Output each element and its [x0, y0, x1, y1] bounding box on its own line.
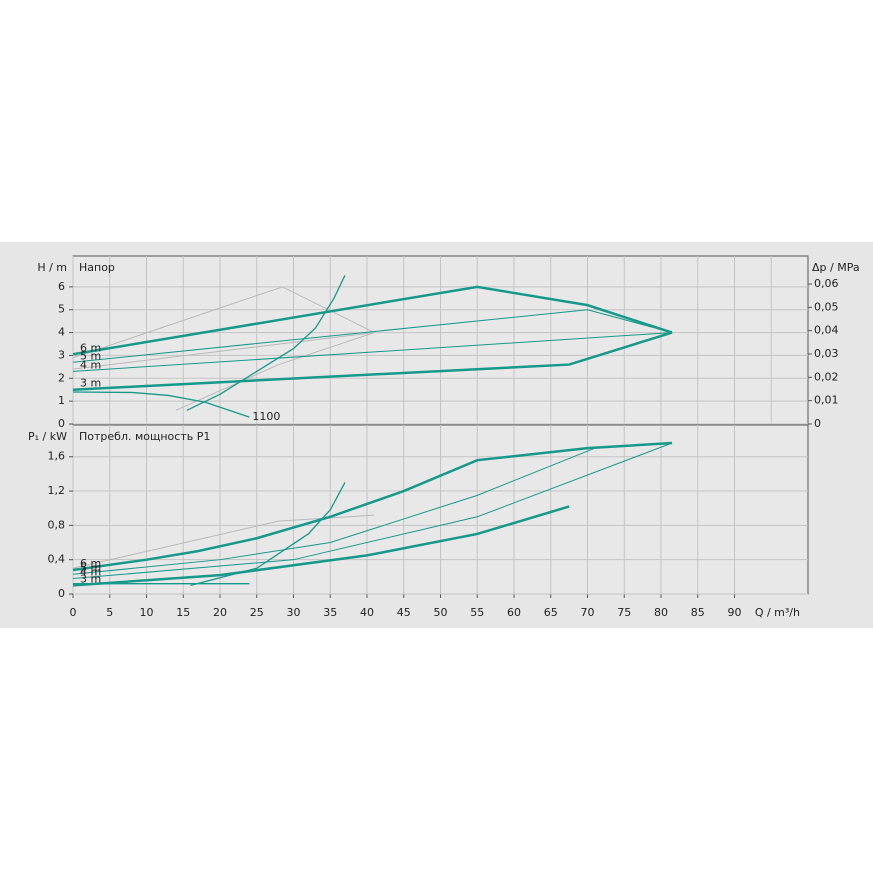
- x-tick-label: 45: [397, 606, 411, 619]
- y-tick-label: 0: [58, 417, 65, 430]
- x-tick-label: 10: [140, 606, 154, 619]
- series-line: [72, 505, 570, 587]
- series-line: [72, 332, 673, 372]
- x-tick-label: 55: [470, 606, 484, 619]
- y2-tick-label: 0,03: [814, 347, 839, 360]
- y2-tick-label: 0,02: [814, 370, 839, 383]
- y2-tick-label: 0: [814, 417, 821, 430]
- series-label: 3 m: [80, 572, 101, 585]
- series-line: [175, 332, 375, 411]
- y-tick-label: 1,6: [48, 450, 66, 463]
- x-tick-label: 75: [617, 606, 631, 619]
- series-label: 5 m: [80, 561, 101, 574]
- y-axis-label: H / m: [37, 261, 67, 274]
- x-tick-label: 85: [691, 606, 705, 619]
- x-tick-label: 30: [287, 606, 301, 619]
- y-tick-label: 5: [58, 303, 65, 316]
- x-tick-label: 0: [70, 606, 77, 619]
- x-tick-label: 90: [728, 606, 742, 619]
- y-tick-label: 1,2: [48, 484, 66, 497]
- y-tick-label: 0,4: [48, 553, 66, 566]
- y2-tick-label: 0,04: [814, 324, 839, 337]
- series-label: 6 m: [80, 341, 101, 354]
- x-tick-label: 65: [544, 606, 558, 619]
- x-tick-label: 70: [581, 606, 595, 619]
- y2-axis-label: Δp / MPa: [812, 261, 860, 274]
- y2-tick-label: 0,06: [814, 277, 839, 290]
- x-axis-label: Q / m³/h: [755, 606, 800, 619]
- y-tick-label: 0: [58, 587, 65, 600]
- series-line: [72, 447, 596, 575]
- series-label: 4 m: [80, 358, 101, 371]
- x-tick-label: 5: [106, 606, 113, 619]
- chart-title: Потребл. мощность P1: [79, 430, 210, 443]
- y-tick-label: 3: [58, 348, 65, 361]
- series-label: 1100: [252, 410, 280, 423]
- y-tick-label: 4: [58, 326, 65, 339]
- series-line: [186, 275, 346, 411]
- series-line: [72, 391, 250, 418]
- x-tick-label: 25: [250, 606, 264, 619]
- x-tick-label: 80: [654, 606, 668, 619]
- chart-title: Напор: [79, 261, 115, 274]
- y-tick-label: 2: [58, 371, 65, 384]
- series-line: [72, 332, 375, 370]
- y-tick-label: 6: [58, 280, 65, 293]
- y2-tick-label: 0,05: [814, 300, 839, 313]
- series-line: [72, 286, 375, 359]
- series-line: [72, 331, 673, 391]
- series-line: [72, 309, 673, 363]
- series-label: 5 m: [80, 349, 101, 362]
- x-tick-label: 40: [360, 606, 374, 619]
- x-tick-label: 50: [434, 606, 448, 619]
- series-line: [190, 482, 346, 587]
- y-tick-label: 0,8: [48, 518, 66, 531]
- series-line: [72, 285, 673, 356]
- series-line: [72, 441, 673, 572]
- x-tick-label: 60: [507, 606, 521, 619]
- series-label: 3 m: [80, 377, 101, 390]
- series-label: 4 m: [80, 566, 101, 579]
- x-tick-label: 15: [176, 606, 190, 619]
- series-line: [72, 442, 673, 580]
- y2-tick-label: 0,01: [814, 394, 839, 407]
- y-axis-label: P₁ / kW: [28, 430, 67, 443]
- x-tick-label: 20: [213, 606, 227, 619]
- series-label: 6 m: [80, 557, 101, 570]
- x-tick-label: 35: [323, 606, 337, 619]
- y-tick-label: 1: [58, 394, 65, 407]
- series-line: [72, 514, 375, 569]
